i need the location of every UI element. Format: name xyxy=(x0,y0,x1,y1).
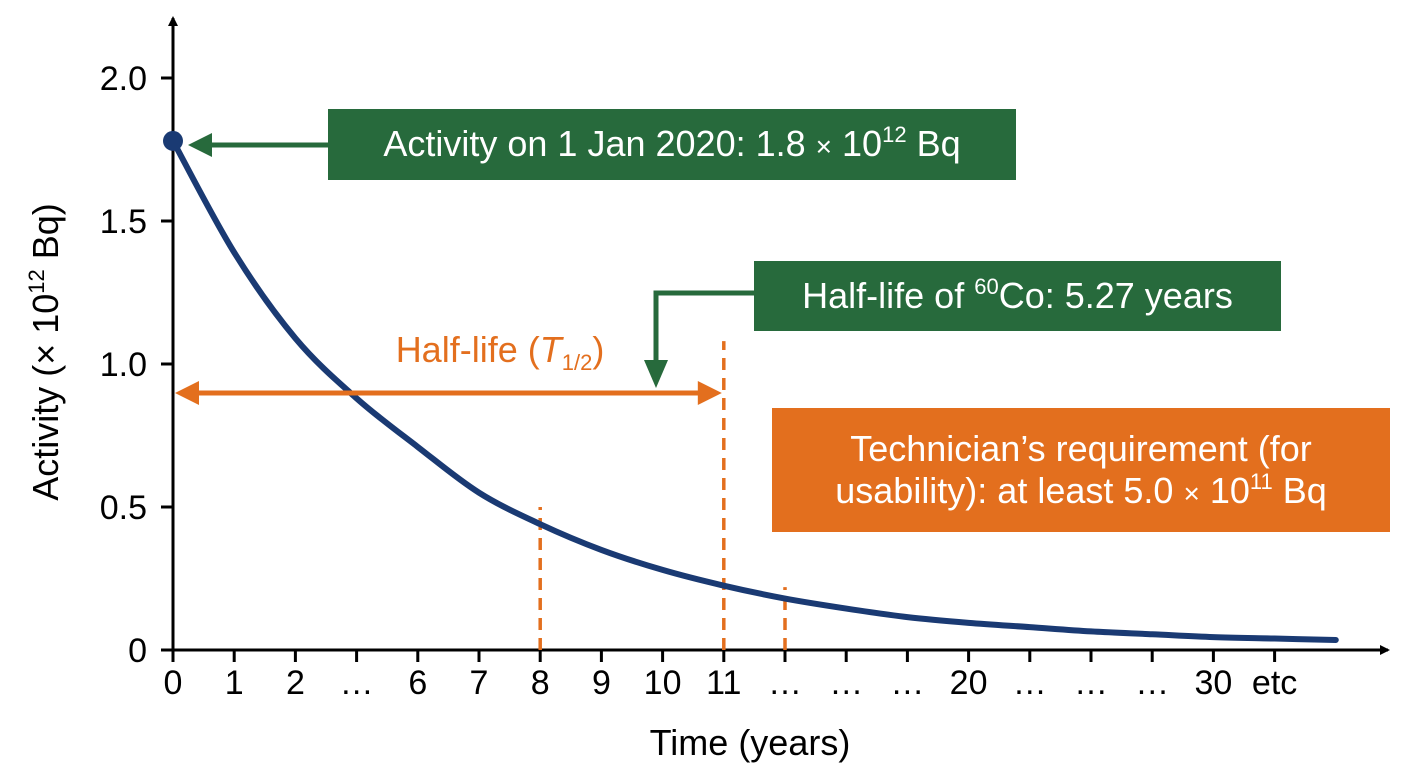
x-tick-label: 8 xyxy=(531,664,550,702)
half-life-co-annotation-text: Half-life of 60Co: 5.27 years xyxy=(802,273,1233,316)
axes xyxy=(161,16,1390,662)
technician-requirement-line1: Technician’s requirement (for xyxy=(850,427,1312,469)
activity-annotation-box: Activity on 1 Jan 2020: 1.8 × 1012 Bq xyxy=(328,109,1016,180)
y-tick-label: 0 xyxy=(128,632,147,670)
x-tick-label: etc xyxy=(1252,664,1297,702)
technician-requirement-line2: usability): at least 5.0 × 1011 Bq xyxy=(835,469,1327,511)
x-tick-label: … xyxy=(1135,664,1169,702)
start-point xyxy=(163,130,183,151)
half-life-co-arrowhead xyxy=(644,360,668,388)
x-tick-label: 30 xyxy=(1194,664,1232,702)
x-tick-label: 6 xyxy=(408,664,427,702)
activity-arrowhead xyxy=(188,133,212,157)
half-life-co-arrow-shaft xyxy=(653,290,754,362)
x-tick-label: 20 xyxy=(950,664,988,702)
half-life-co-annotation-box: Half-life of 60Co: 5.27 years xyxy=(754,261,1281,331)
y-tick-label: 2.0 xyxy=(100,60,147,98)
x-tick-label: 1 xyxy=(225,664,244,702)
half-life-label: Half-life (T1/2) xyxy=(396,329,605,375)
x-tick-label: 7 xyxy=(470,664,489,702)
x-tick-label: … xyxy=(1013,664,1047,702)
technician-requirement-box: Technician’s requirement (for usability)… xyxy=(772,408,1390,532)
y-tick-label: 1.5 xyxy=(100,203,147,241)
x-tick-label: … xyxy=(829,664,863,702)
x-tick-label: 10 xyxy=(644,664,682,702)
series-group xyxy=(163,130,1339,643)
y-tick-label: 1.0 xyxy=(100,346,147,384)
x-tick-label: 11 xyxy=(706,664,741,702)
tick-labels: 0 0.5 1.0 1.5 2.0 0 1 2 … 6 7 8 9 10 11 … … … 20 … … … 30 etc xyxy=(100,60,1298,702)
dashed-markers xyxy=(538,341,787,650)
y-tick-label: 0.5 xyxy=(100,489,147,527)
x-axis-label: Time (years) xyxy=(650,722,851,763)
y-axis-label: Activity (× 1012 Bq) xyxy=(24,203,66,501)
decay-curve xyxy=(170,137,1339,643)
activity-annotation-text: Activity on 1 Jan 2020: 1.8 × 1012 Bq xyxy=(383,122,961,165)
x-tick-label: … xyxy=(890,664,924,702)
x-tick-label: … xyxy=(1074,664,1108,702)
annotation-arrows xyxy=(175,133,754,405)
x-tick-label: … xyxy=(340,664,374,702)
half-life-right-arrowhead xyxy=(697,381,722,405)
half-life-left-arrowhead xyxy=(175,381,199,405)
x-tick-label: 0 xyxy=(164,664,183,702)
x-tick-label: 2 xyxy=(286,664,305,702)
x-tick-label: 9 xyxy=(592,664,611,702)
x-tick-label: … xyxy=(768,664,802,702)
